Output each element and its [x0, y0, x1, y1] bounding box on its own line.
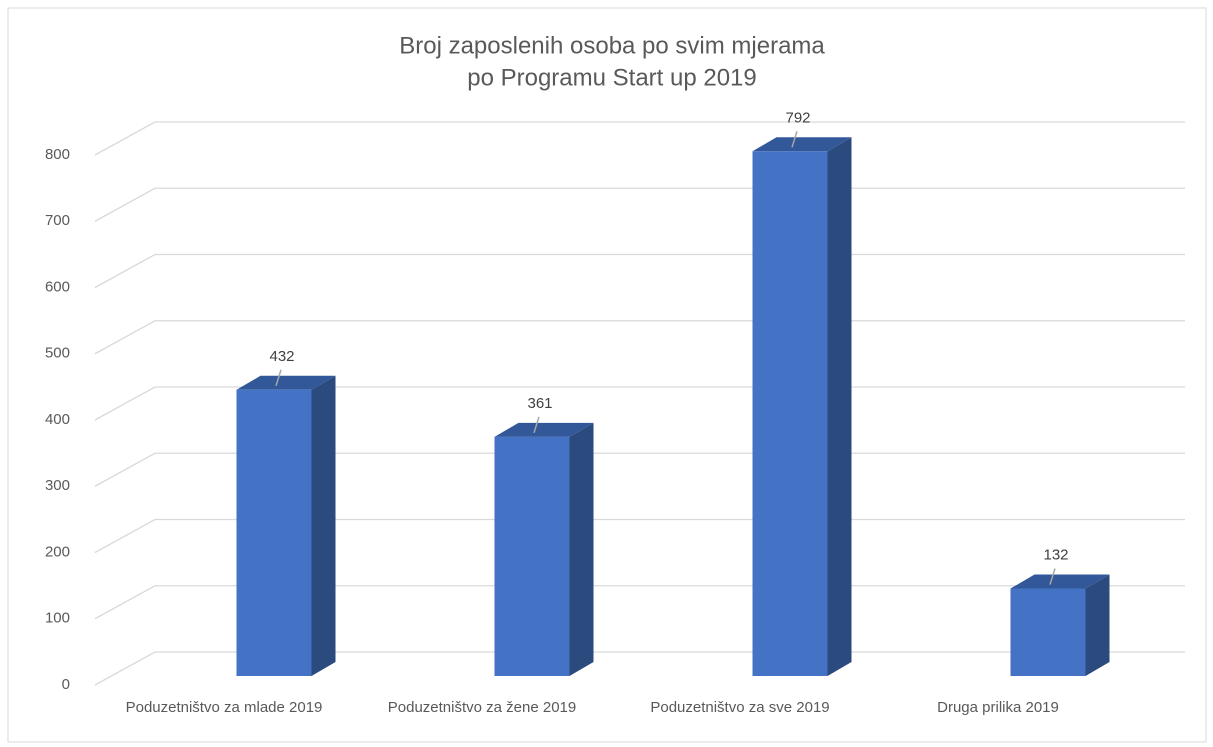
bar-front	[236, 389, 312, 676]
data-label: 361	[527, 395, 552, 412]
bar-side	[569, 422, 594, 676]
bar-top	[236, 375, 336, 390]
y-tick-label: 800	[45, 146, 70, 163]
bar	[494, 422, 594, 676]
y-tick-label: 500	[45, 345, 70, 362]
y-tick-label: 100	[45, 610, 70, 627]
grid-line	[94, 121, 1185, 156]
chart-title: Broj zaposlenih osoba po svim mjerama	[399, 32, 825, 59]
chart-title: po Programu Start up 2019	[467, 64, 757, 91]
y-tick-label: 400	[45, 411, 70, 428]
leader-line	[533, 416, 540, 434]
x-tick-label: Poduzetništvo za žene 2019	[387, 699, 577, 716]
grid-line	[94, 253, 1185, 289]
leader-line	[791, 131, 798, 148]
leader-line	[275, 369, 282, 387]
bar-front	[752, 151, 828, 677]
x-tick-label: Druga prilika 2019	[937, 699, 1059, 716]
bar-top	[752, 137, 852, 152]
bar-top	[1010, 574, 1110, 589]
bar-side	[1085, 574, 1110, 676]
y-tick-label: 600	[45, 278, 70, 295]
bar	[1010, 574, 1110, 676]
x-tick-label: Poduzetništvo za sve 2019	[650, 699, 830, 716]
data-label: 792	[785, 109, 810, 126]
y-tick-label: 700	[45, 212, 70, 229]
bar	[752, 137, 852, 677]
bar-side	[311, 375, 336, 676]
data-label: 432	[269, 348, 294, 365]
data-label: 132	[1043, 547, 1068, 564]
grid-line	[94, 187, 1185, 222]
x-tick-label: Poduzetništvo za mlade 2019	[125, 699, 323, 716]
grid-line	[94, 320, 1185, 355]
bar-side	[827, 137, 852, 677]
y-tick-label: 0	[62, 676, 70, 693]
chart-border	[7, 7, 1207, 743]
bar	[236, 375, 336, 676]
y-tick-label: 300	[45, 477, 70, 494]
bar-front	[1010, 588, 1086, 676]
leader-line	[1049, 568, 1056, 585]
bar-top	[494, 422, 594, 437]
y-tick-label: 200	[45, 543, 70, 560]
bar-front	[494, 436, 570, 676]
